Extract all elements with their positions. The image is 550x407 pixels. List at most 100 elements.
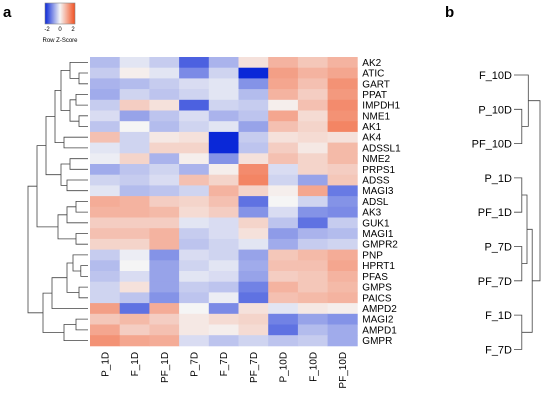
heatmap-cell: [90, 57, 121, 69]
dendrogram-leaf-label: PF_10D: [472, 139, 512, 151]
row-label: AK1: [362, 122, 381, 133]
heatmap-cell: [327, 217, 358, 229]
heatmap-cell: [327, 110, 358, 122]
dendrogram-leaf-label: F_1D: [485, 310, 512, 322]
heatmap: [90, 57, 358, 347]
heatmap-cell: [238, 121, 269, 133]
dendrogram-branch: [66, 179, 88, 192]
heatmap-cell: [208, 67, 239, 79]
row-label: MAGI1: [362, 229, 394, 240]
heatmap-cell: [297, 292, 328, 304]
row-label: MAGI3: [362, 186, 394, 197]
heatmap-cell: [179, 206, 210, 218]
heatmap-cell: [149, 185, 180, 197]
row-label: GART: [362, 79, 390, 90]
row-label: GMPR: [362, 336, 392, 347]
heatmap-cell: [149, 121, 180, 133]
heatmap-cell: [119, 228, 150, 240]
heatmap-cell: [208, 303, 239, 315]
heatmap-cell: [90, 67, 121, 79]
heatmap-cell: [268, 89, 299, 101]
heatmap-cell: [268, 67, 299, 79]
heatmap-cell: [149, 99, 180, 111]
heatmap-cell: [238, 292, 269, 304]
heatmap-cell: [179, 185, 210, 197]
heatmap-cell: [90, 271, 121, 283]
heatmap-cell: [179, 228, 210, 240]
heatmap-cell: [179, 271, 210, 283]
heatmap-cell: [327, 185, 358, 197]
heatmap-cell: [208, 164, 239, 176]
heatmap-cell: [268, 153, 299, 165]
heatmap-cell: [179, 99, 210, 111]
heatmap-cell: [297, 260, 328, 272]
heatmap-cell: [179, 131, 210, 143]
heatmap-cell: [179, 78, 210, 90]
heatmap-cell: [297, 335, 328, 347]
heatmap-cell: [90, 303, 121, 315]
dendrogram-branch: [75, 201, 88, 213]
heatmap-cell: [149, 271, 180, 283]
heatmap-cell: [119, 238, 150, 250]
heatmap-cell: [327, 206, 358, 218]
column-label: P_7D: [189, 352, 200, 377]
heatmap-cell: [90, 335, 121, 347]
heatmap-cell: [297, 110, 328, 122]
heatmap-cell: [297, 89, 328, 101]
heatmap-cell: [90, 228, 121, 240]
heatmap-cell: [297, 313, 328, 325]
dendrogram-branch: [514, 74, 529, 127]
heatmap-cell: [238, 164, 269, 176]
heatmap-cell: [208, 238, 239, 250]
heatmap-cell: [327, 174, 358, 186]
dendrogram-branch: [80, 265, 88, 277]
heatmap-cell: [119, 110, 150, 122]
dendrogram-branch: [514, 108, 523, 144]
color-key-tick-min: -2: [44, 27, 50, 33]
heatmap-cell: [149, 217, 180, 229]
row-label: NME2: [362, 154, 390, 165]
heatmap-cell: [268, 335, 299, 347]
heatmap-cell: [179, 153, 210, 165]
color-key-title: Row Z-Score: [42, 38, 78, 44]
heatmap-cell: [208, 121, 239, 133]
dendrogram-leaf-label: F_10D: [479, 70, 512, 82]
row-label: PFAS: [362, 272, 388, 283]
heatmap-cell: [149, 206, 180, 218]
heatmap-cell: [238, 228, 269, 240]
heatmap-cell: [119, 67, 150, 79]
heatmap-cell: [119, 260, 150, 272]
heatmap-cell: [297, 249, 328, 261]
heatmap-cell: [90, 249, 121, 261]
heatmap-cell: [208, 217, 239, 229]
heatmap-cell: [238, 249, 269, 261]
heatmap-cell: [179, 281, 210, 293]
heatmap-cell: [90, 281, 121, 293]
heatmap-cell: [238, 217, 269, 229]
heatmap-cell: [327, 313, 358, 325]
heatmap-cell: [208, 110, 239, 122]
dendrogram-leaf-label: PF_7D: [478, 276, 512, 288]
heatmap-cell: [238, 260, 269, 272]
heatmap-cell: [238, 303, 269, 315]
heatmap-cell: [268, 121, 299, 133]
dendrogram-branch: [63, 136, 88, 149]
dendrogram-branch: [60, 70, 70, 111]
heatmap-cell: [297, 164, 328, 176]
column-labels: P_1D F_1D PF_1D P_7D F_7D PF_7D P_10D F_10D PF_1…: [100, 352, 349, 389]
heatmap-cell: [327, 281, 358, 293]
heatmap-cell: [268, 174, 299, 186]
heatmap-cell: [268, 78, 299, 90]
column-label: F_1D: [130, 352, 141, 376]
heatmap-cell: [297, 174, 328, 186]
dendrogram-branch: [54, 90, 64, 143]
row-label: PRPS1: [362, 165, 395, 176]
row-label: ADSL: [362, 197, 389, 208]
heatmap-cell: [119, 217, 150, 229]
heatmap-cell: [149, 110, 180, 122]
dendrogram-branch: [521, 194, 528, 264]
heatmap-cell: [149, 238, 180, 250]
heatmap-cell: [208, 335, 239, 347]
heatmap-cell: [268, 110, 299, 122]
heatmap-cell: [238, 174, 269, 186]
